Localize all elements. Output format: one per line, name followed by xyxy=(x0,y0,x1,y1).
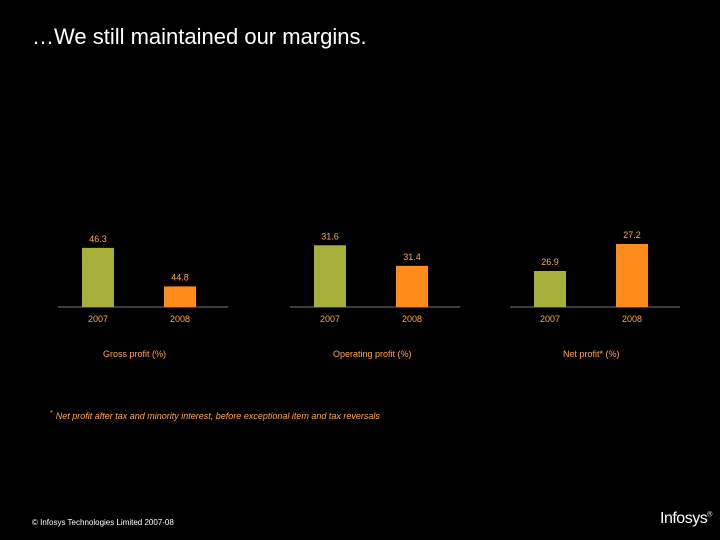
net-profit-value-label-2007: 26.9 xyxy=(541,257,559,267)
copyright-text: © Infosys Technologies Limited 2007-08 xyxy=(32,518,174,527)
net-profit-tick-label-2008: 2008 xyxy=(622,314,642,324)
net-profit-caption: Net profit* (%) xyxy=(563,349,620,359)
gross-profit-chart: 46.3 2007 44.8 2008 xyxy=(58,215,238,335)
infosys-logo: Infosys® xyxy=(660,510,712,528)
net-profit-chart: 26.9 2007 27.2 2008 xyxy=(510,215,690,335)
logo-mark: ® xyxy=(707,511,712,519)
operating-profit-caption: Operating profit (%) xyxy=(333,349,412,359)
operating-profit-value-label-2008: 31.4 xyxy=(403,252,421,262)
net-profit-chart-svg: 26.9 2007 27.2 2008 xyxy=(510,230,680,324)
logo-text: Infosys xyxy=(660,510,708,527)
gross-profit-chart-svg: 46.3 2007 44.8 2008 xyxy=(58,234,228,324)
footnote-marker: * xyxy=(50,410,53,417)
net-profit-tick-label-2007: 2007 xyxy=(540,314,560,324)
gross-profit-bar-2007 xyxy=(82,247,114,307)
operating-profit-chart: 31.6 2007 31.4 2008 xyxy=(290,215,470,335)
gross-profit-tick-label-2008: 2008 xyxy=(170,314,190,324)
net-profit-bar-2007 xyxy=(534,271,566,307)
operating-profit-bar-2007 xyxy=(314,245,346,307)
operating-profit-tick-label-2008: 2008 xyxy=(402,314,422,324)
gross-profit-bar-2008 xyxy=(164,286,196,307)
operating-profit-value-label-2007: 31.6 xyxy=(321,231,339,241)
gross-profit-value-label-2008: 44.8 xyxy=(171,272,189,282)
gross-profit-value-label-2007: 46.3 xyxy=(89,234,107,244)
gross-profit-tick-label-2007: 2007 xyxy=(88,314,108,324)
operating-profit-chart-svg: 31.6 2007 31.4 2008 xyxy=(290,231,460,324)
operating-profit-bar-2008 xyxy=(396,265,428,307)
operating-profit-tick-label-2007: 2007 xyxy=(320,314,340,324)
footnote-text: Net profit after tax and minority intere… xyxy=(55,411,380,421)
gross-profit-caption: Gross profit (%) xyxy=(103,349,167,359)
footnote: * Net profit after tax and minority inter… xyxy=(50,410,380,421)
net-profit-bar-2008 xyxy=(616,244,648,307)
net-profit-value-label-2008: 27.2 xyxy=(623,230,641,240)
slide-title: …We still maintained our margins. xyxy=(32,24,367,49)
